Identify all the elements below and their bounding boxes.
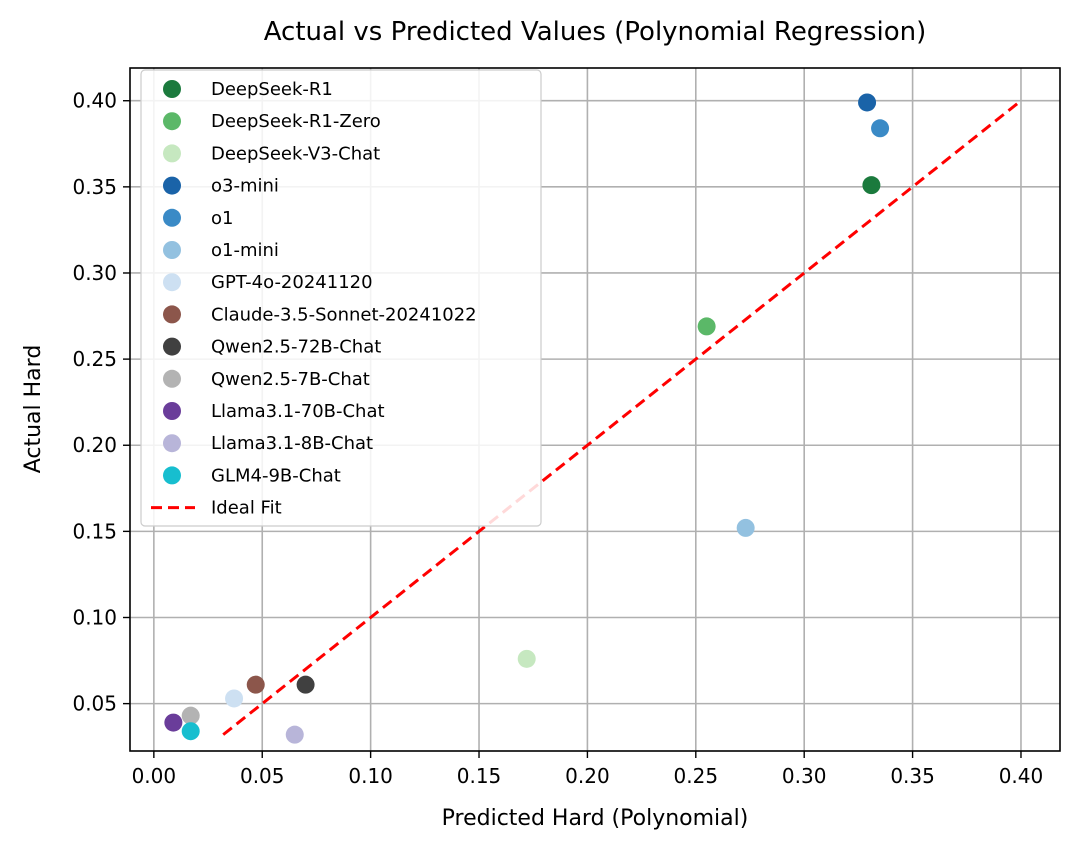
data-point (246, 675, 265, 694)
legend-marker (163, 466, 181, 485)
legend-label: o1-mini (211, 240, 279, 261)
legend-label: DeepSeek-V3-Chat (211, 143, 380, 164)
data-point (871, 119, 890, 138)
data-point (862, 176, 881, 195)
data-point (164, 713, 183, 732)
x-tick-label: 0.40 (999, 764, 1044, 788)
grid-layer (130, 68, 1060, 751)
data-point (296, 675, 315, 694)
plot-frame (129, 67, 1061, 752)
y-tick-label: 0.15 (72, 519, 117, 543)
legend-marker (163, 434, 181, 453)
legend-label: Qwen2.5-7B-Chat (211, 369, 370, 390)
legend-marker (163, 112, 181, 131)
y-tick-label: 0.25 (72, 347, 117, 371)
y-tick-label: 0.35 (72, 175, 117, 199)
data-point (285, 725, 304, 744)
x-tick-label: 0.30 (782, 764, 827, 788)
chart-title: Actual vs Predicted Values (Polynomial R… (264, 17, 927, 47)
legend-label: Llama3.1-8B-Chat (211, 433, 373, 454)
legend-label: Llama3.1-70B-Chat (211, 401, 385, 422)
legend-marker (163, 176, 181, 195)
legend: DeepSeek-R1 DeepSeek-R1-Zero DeepSeek-V3-C… (140, 69, 542, 527)
x-axis-label: Predicted Hard (Polynomial) (442, 806, 749, 831)
legend-marker (163, 305, 181, 324)
y-tick-label: 0.10 (72, 606, 117, 630)
x-tick-label: 0.15 (457, 764, 502, 788)
data-point (736, 518, 755, 537)
legend-label: o3-mini (211, 176, 279, 197)
legend-marker (163, 273, 181, 292)
legend-label: o1 (211, 208, 233, 229)
legend-label: DeepSeek-R1-Zero (211, 111, 381, 132)
legend-marker (163, 402, 181, 420)
legend-label: Ideal Fit (211, 498, 282, 519)
legend-marker (163, 337, 181, 356)
x-tick-label: 0.25 (674, 764, 719, 788)
x-tick-label: 0.00 (132, 764, 177, 788)
x-tick-label: 0.35 (890, 764, 935, 788)
legend-label: GLM4-9B-Chat (211, 465, 341, 486)
legend-marker (163, 241, 181, 259)
legend-box (140, 69, 542, 527)
legend-label: DeepSeek-R1 (211, 79, 333, 100)
y-tick-label: 0.20 (72, 433, 117, 457)
legend-marker (163, 80, 181, 98)
data-point (181, 706, 200, 725)
y-axis-label: Actual Hard (21, 345, 46, 474)
y-tick-label: 0.40 (72, 89, 117, 113)
legend-label: Claude-3.5-Sonnet-20241022 (211, 304, 477, 325)
legend-marker (163, 208, 181, 227)
legend-marker (163, 369, 181, 388)
y-tick-label: 0.30 (72, 261, 117, 285)
x-tick-label: 0.05 (240, 764, 285, 788)
points-layer (164, 93, 890, 744)
data-point (697, 317, 716, 336)
x-tick-label: 0.20 (565, 764, 610, 788)
legend-label: GPT-4o-20241120 (211, 272, 373, 293)
data-point (181, 722, 200, 741)
data-point (517, 649, 536, 668)
legend-marker (163, 144, 181, 163)
y-tick-label: 0.05 (72, 692, 117, 716)
x-tick-label: 0.10 (348, 764, 393, 788)
data-point (858, 93, 877, 112)
data-point (225, 689, 244, 708)
legend-label: Qwen2.5-72B-Chat (211, 337, 381, 358)
ticks-layer: 0.00 0.05 0.10 0.15 0.20 0.25 0.30 0.35 0.40 0.05… (72, 89, 1043, 788)
